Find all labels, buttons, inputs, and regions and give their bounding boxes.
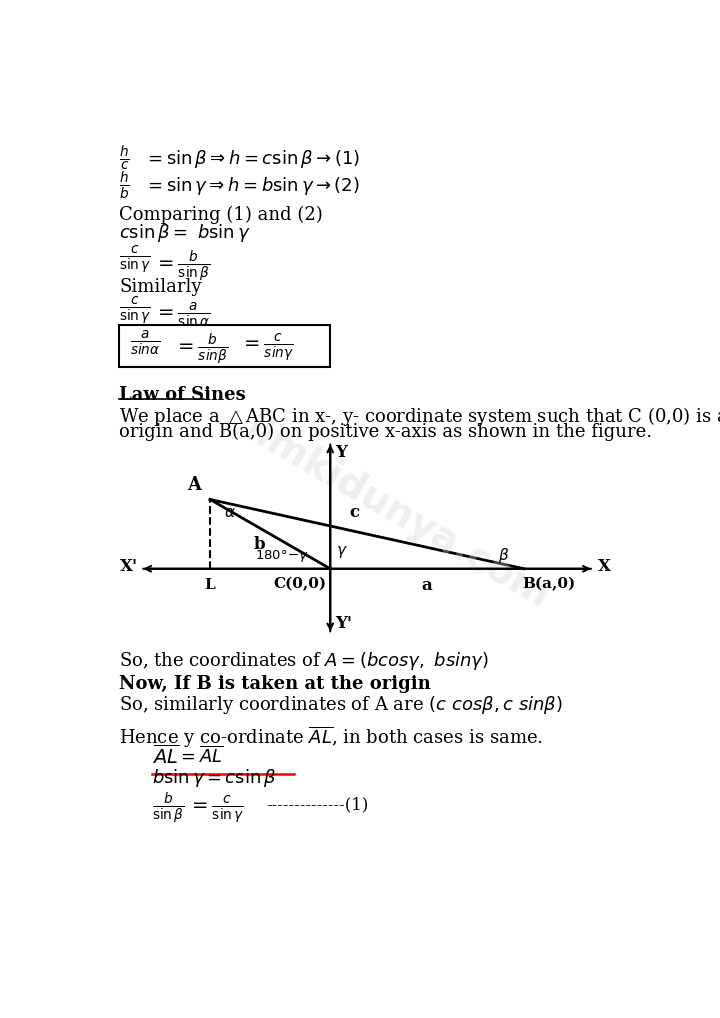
Text: $\frac{b}{\sin\beta}$: $\frac{b}{\sin\beta}$ bbox=[152, 791, 184, 826]
Text: Hence y co-ordinate $\overline{AL}$, in both cases is same.: Hence y co-ordinate $\overline{AL}$, in … bbox=[120, 724, 544, 750]
Text: c: c bbox=[350, 504, 360, 521]
Text: $\gamma$: $\gamma$ bbox=[336, 544, 348, 560]
Text: b: b bbox=[253, 535, 265, 553]
Text: $c\sin\beta = \ b\sin\gamma$: $c\sin\beta = \ b\sin\gamma$ bbox=[120, 222, 251, 244]
Text: $= \frac{c}{\sin\gamma}$: $= \frac{c}{\sin\gamma}$ bbox=[189, 794, 245, 827]
Text: So, the coordinates of $A = (bcos\gamma,\ bsin\gamma)$: So, the coordinates of $A = (bcos\gamma,… bbox=[120, 649, 490, 672]
Text: a: a bbox=[422, 577, 433, 595]
Text: Comparing (1) and (2): Comparing (1) and (2) bbox=[120, 206, 323, 224]
Text: So, similarly coordinates of A are $(c\ cos\beta, c\ sin\beta)$: So, similarly coordinates of A are $(c\ … bbox=[120, 694, 563, 717]
Text: $= \frac{b}{\sin\beta}$: $= \frac{b}{\sin\beta}$ bbox=[153, 248, 210, 284]
Text: $= \frac{a}{\sin\alpha}$: $= \frac{a}{\sin\alpha}$ bbox=[153, 300, 210, 329]
Text: ilmkidunya.com: ilmkidunya.com bbox=[238, 411, 556, 617]
Text: $b\sin\gamma = c\sin\beta$: $b\sin\gamma = c\sin\beta$ bbox=[152, 768, 276, 789]
Text: Now, If B is taken at the origin: Now, If B is taken at the origin bbox=[120, 675, 431, 693]
Text: $\frac{h}{c}$: $\frac{h}{c}$ bbox=[120, 144, 130, 173]
Text: $\overline{AL}$: $\overline{AL}$ bbox=[152, 744, 179, 768]
Text: Law of Sines: Law of Sines bbox=[120, 386, 246, 403]
Text: We place a $\triangle$ABC in x-, y- coordinate system such that C (0,0) is at th: We place a $\triangle$ABC in x-, y- coor… bbox=[120, 405, 720, 428]
Text: $\frac{a}{sin\alpha}$: $\frac{a}{sin\alpha}$ bbox=[130, 329, 161, 357]
Text: $= \sin\gamma \Rightarrow h = b\sin\gamma \rightarrow (2)$: $= \sin\gamma \Rightarrow h = b\sin\gamm… bbox=[144, 174, 360, 196]
Text: $= \sin\beta \Rightarrow h = c\sin\beta \rightarrow (1)$: $= \sin\beta \Rightarrow h = c\sin\beta … bbox=[144, 149, 360, 170]
Text: $180°\!-\!\gamma$: $180°\!-\!\gamma$ bbox=[255, 548, 310, 564]
Text: $\frac{c}{\sin\gamma}$: $\frac{c}{\sin\gamma}$ bbox=[120, 295, 152, 328]
Text: A: A bbox=[186, 476, 201, 494]
Text: C(0,0): C(0,0) bbox=[274, 577, 326, 591]
Text: $= \frac{b}{sin\beta}$: $= \frac{b}{sin\beta}$ bbox=[174, 332, 228, 366]
Text: $\frac{h}{b}$: $\frac{h}{b}$ bbox=[120, 170, 130, 202]
Text: X: X bbox=[598, 558, 611, 575]
Text: $= \frac{c}{sin\gamma}$: $= \frac{c}{sin\gamma}$ bbox=[240, 332, 294, 363]
Text: B(a,0): B(a,0) bbox=[523, 577, 576, 591]
Text: $= \overline{AL}$: $= \overline{AL}$ bbox=[177, 746, 223, 767]
Text: $\alpha$: $\alpha$ bbox=[224, 506, 236, 520]
Text: L: L bbox=[204, 578, 215, 592]
FancyBboxPatch shape bbox=[120, 326, 330, 367]
Text: Y': Y' bbox=[335, 615, 352, 632]
Text: origin and B(a,0) on positive x-axis as shown in the figure.: origin and B(a,0) on positive x-axis as … bbox=[120, 422, 652, 441]
Text: --------------(1): --------------(1) bbox=[266, 796, 369, 813]
Text: $\beta$: $\beta$ bbox=[498, 547, 510, 565]
Text: Y: Y bbox=[335, 444, 347, 461]
Text: Similarly: Similarly bbox=[120, 278, 202, 295]
Text: $\frac{c}{\sin\gamma}$: $\frac{c}{\sin\gamma}$ bbox=[120, 244, 152, 276]
Text: X': X' bbox=[120, 558, 138, 575]
